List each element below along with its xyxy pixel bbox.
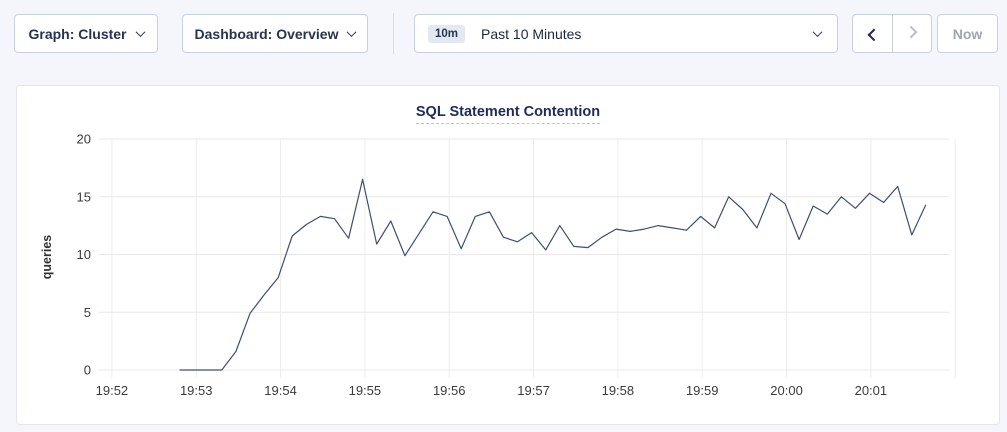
- x-tick-label: 19:57: [517, 383, 550, 398]
- chart-card: SQL Statement Contention 0 5 10 15 20 19:52 19…: [16, 85, 1000, 425]
- chart-title[interactable]: SQL Statement Contention: [415, 104, 601, 124]
- chevron-left-icon: [867, 28, 881, 42]
- time-window-selector[interactable]: 10m Past 10 Minutes: [414, 14, 838, 53]
- chevron-down-icon: [812, 27, 823, 38]
- chevron-down-icon: [135, 27, 145, 38]
- graph-selector-label: Graph: Cluster: [28, 25, 127, 42]
- x-tick-label: 19:59: [686, 383, 719, 398]
- time-back-button[interactable]: [853, 15, 892, 52]
- time-window-badge: 10m: [428, 24, 466, 43]
- y-tick-label: 20: [77, 132, 91, 147]
- time-forward-button[interactable]: [892, 15, 931, 52]
- x-tick-label: 19:53: [180, 383, 213, 398]
- time-window-label: Past 10 Minutes: [481, 25, 582, 42]
- chart-title-wrap: SQL Statement Contention: [17, 103, 999, 124]
- x-tick-label: 19:55: [349, 383, 382, 398]
- y-tick-label: 0: [84, 363, 91, 378]
- dashboard-selector-label: Dashboard: Overview: [194, 25, 339, 42]
- x-tick-label: 20:01: [855, 383, 888, 398]
- graph-selector-dropdown[interactable]: Graph: Cluster: [14, 14, 158, 53]
- series-line-queries: [179, 178, 927, 371]
- toolbar-divider: [393, 13, 394, 54]
- y-tick-label: 5: [84, 305, 91, 320]
- chevron-down-icon: [347, 27, 357, 38]
- y-tick-label: 15: [77, 189, 91, 204]
- x-tick-label: 19:58: [602, 383, 635, 398]
- y-tick-label: 10: [77, 247, 91, 262]
- x-tick-label: 20:00: [770, 383, 803, 398]
- dashboard-selector-dropdown[interactable]: Dashboard: Overview: [182, 14, 368, 53]
- time-history-nav: [852, 14, 932, 53]
- sql-contention-chart: 0 5 10 15 20 19:52 19:53 19:54 19:55 19:56 19:57 19…: [40, 132, 956, 398]
- now-button[interactable]: Now: [937, 14, 998, 53]
- chevron-right-icon: [904, 25, 917, 39]
- x-tick-label: 19:56: [433, 383, 466, 398]
- x-tick-label: 19:54: [264, 383, 297, 398]
- x-tick-label: 19:52: [96, 383, 129, 398]
- y-axis-title: queries: [40, 235, 54, 280]
